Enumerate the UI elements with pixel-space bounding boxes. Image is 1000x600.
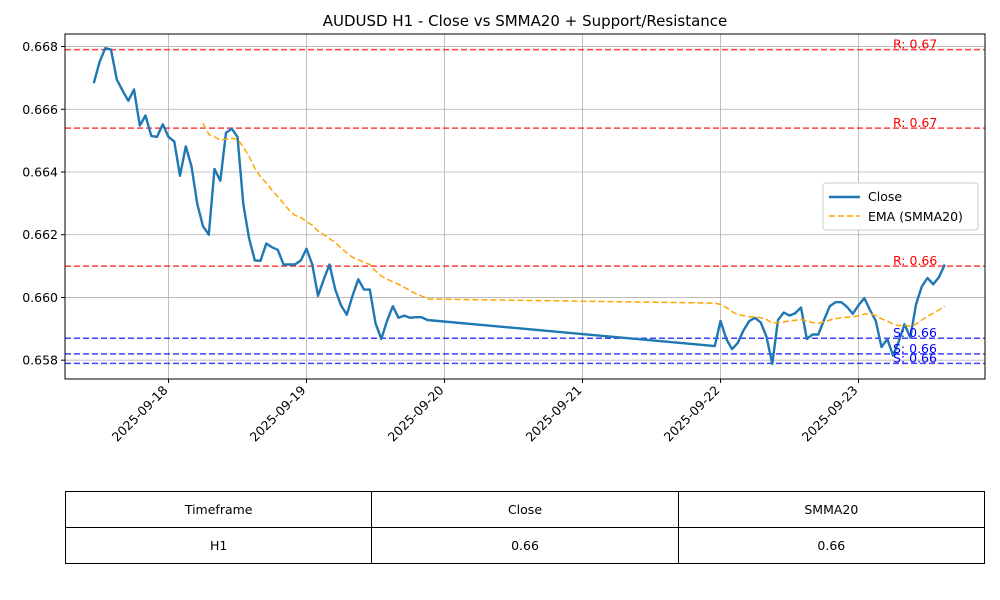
y-tick-label: 0.662 — [22, 227, 58, 242]
x-tick-label: 2025-09-18 — [109, 382, 171, 444]
x-tick-label: 2025-09-21 — [523, 383, 585, 445]
legend-label-close: Close — [868, 189, 902, 204]
support-label: S: 0.66 — [893, 325, 937, 340]
table-header-cell: SMMA20 — [677, 491, 986, 528]
chart-title: AUDUSD H1 - Close vs SMMA20 + Support/Re… — [323, 12, 728, 30]
close-line — [92, 46, 946, 366]
legend-label-smma: EMA (SMMA20) — [868, 209, 963, 224]
level-labels: R: 0.67R: 0.67R: 0.66S: 0.66S: 0.66S: 0.… — [893, 37, 937, 366]
table-header-cell: Timeframe — [64, 491, 373, 528]
table-cell: 0.66 — [677, 527, 986, 564]
y-tick-label: 0.658 — [22, 353, 58, 368]
y-tick-label: 0.666 — [22, 102, 58, 117]
summary-table: Timeframe Close SMMA20 H1 0.66 0.66 — [64, 491, 986, 564]
plot-frame — [64, 33, 986, 380]
level-lines — [65, 48, 985, 365]
y-tick-label: 0.664 — [22, 165, 58, 180]
chart: AUDUSD H1 - Close vs SMMA20 + Support/Re… — [22, 12, 986, 444]
support-label: S: 0.66 — [893, 341, 937, 356]
resistance-label: R: 0.67 — [893, 115, 937, 130]
x-tick-label: 2025-09-22 — [661, 383, 723, 445]
table-header-cell: Close — [371, 491, 679, 528]
x-tick-label: 2025-09-20 — [385, 382, 447, 444]
table-cell: 0.66 — [371, 527, 679, 564]
x-tick-label: 2025-09-19 — [247, 382, 309, 444]
table-header-row: Timeframe Close SMMA20 — [64, 491, 986, 528]
x-axis-ticks: 2025-09-18 2025-09-19 2025-09-20 2025-09-21… — [109, 379, 861, 444]
table-row: H1 0.66 0.66 — [64, 527, 986, 564]
resistance-label: R: 0.67 — [893, 37, 937, 52]
series-lines — [92, 46, 946, 366]
y-tick-label: 0.668 — [22, 39, 58, 54]
legend: Close EMA (SMMA20) — [822, 182, 979, 231]
grid — [65, 34, 985, 379]
table-cell: H1 — [64, 527, 373, 564]
x-tick-label: 2025-09-23 — [799, 383, 861, 445]
support-label: S: 0.66 — [893, 350, 937, 365]
legend-box — [822, 182, 979, 231]
resistance-label: R: 0.66 — [893, 253, 937, 268]
y-tick-label: 0.660 — [22, 290, 58, 305]
y-axis-ticks: 0.658 0.660 0.662 0.664 0.666 0.668 — [22, 39, 65, 368]
